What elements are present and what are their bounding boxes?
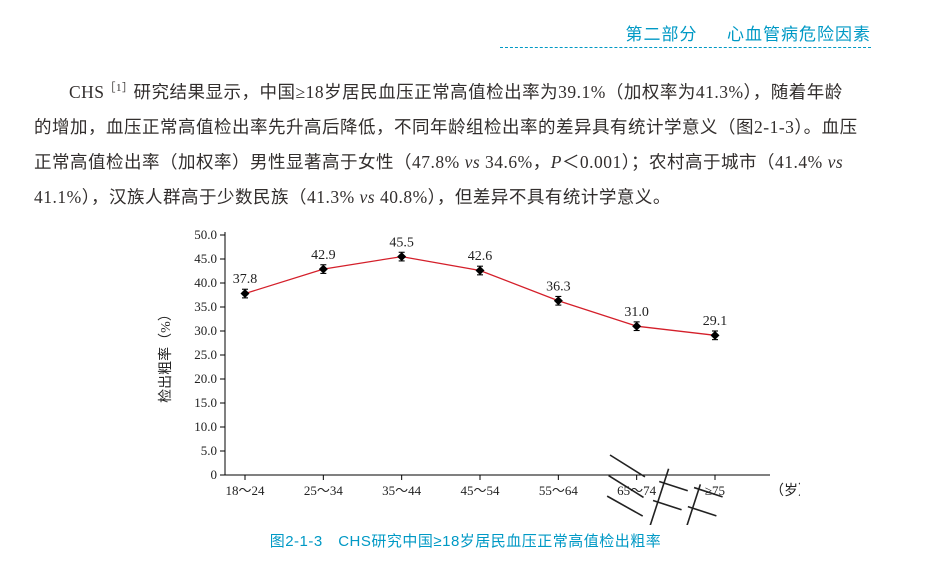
value-label: 37.8 [233,272,258,287]
value-label: 45.5 [389,235,414,250]
series-marker [319,265,328,274]
series-marker [476,266,485,275]
y-tick-label: 5.0 [201,443,217,458]
series-marker [397,252,406,261]
x-tick-label: 35～44 [382,483,422,498]
y-tick-label: 50.0 [194,227,217,242]
section-title: 心血管病危险因素 [727,25,871,44]
value-label: 42.9 [311,248,336,263]
y-tick-label: 10.0 [194,419,217,434]
x-tick-label: 55～64 [539,483,579,498]
y-tick-label: 20.0 [194,371,217,386]
value-label: 31.0 [624,305,649,320]
y-tick-label: 45.0 [194,251,217,266]
para-line4a: 41.1%），汉族人群高于少数民族（41.3% [34,187,360,207]
para-line3c: ＜0.001）；农村高于城市（41.4% [562,152,828,172]
chart-svg: 0 5.0 10.0 15.0 20.0 25.0 30.0 35.0 40.0 45.0 50.0… [140,225,800,525]
body-paragraph: CHS［1］研究结果显示，中国≥18岁居民血压正常高值检出率为39.1%（加权率… [34,75,897,215]
series-marker [711,331,720,340]
y-tick-label: 15.0 [194,395,217,410]
section-header: 第二部分 心血管病危险因素 [626,20,871,45]
value-label: 29.1 [703,314,728,329]
page: 第二部分 心血管病危险因素 CHS［1］研究结果显示，中国≥18岁居民血压正常高… [0,0,931,579]
chart: 0 5.0 10.0 15.0 20.0 25.0 30.0 35.0 40.0 45.0 50.0… [140,225,800,525]
x-tick-label: 25～34 [304,483,344,498]
vs-2: vs [828,152,844,172]
y-axis-label: 检出粗率（%） [157,307,174,403]
para-line1a: 研究结果显示，中国≥18岁居民血压正常高值检出率为39.1%（加权率为41.3%… [134,82,843,102]
value-label: 36.3 [546,279,571,294]
series-marker [241,289,250,298]
y-tick-label: 30.0 [194,323,217,338]
para-line2: 的增加，血压正常高值检出率先升高后降低，不同年龄组检出率的差异具有统计学意义（图… [34,117,858,137]
x-axis-unit: （岁） [770,483,800,499]
chart-caption: 图2-1-3 CHS研究中国≥18岁居民血压正常高值检出粗率 [0,530,931,551]
para-line3a: 正常高值检出率（加权率）男性显著高于女性（47.8% [34,152,465,172]
para-line4b: 40.8%），但差异不具有统计学意义。 [375,187,671,207]
header-rule [500,47,871,48]
para-line3b: 34.6%， [480,152,551,172]
vs-1: vs [465,152,481,172]
reference-marker: ［1］ [105,82,134,94]
x-tick-label: 18～24 [225,483,265,498]
y-tick-label: 35.0 [194,299,217,314]
vs-3: vs [360,187,376,207]
chs-label: CHS [69,82,105,102]
y-tick-label: 40.0 [194,275,217,290]
p-symbol: P [551,152,562,172]
x-tick-label: 45～54 [460,483,500,498]
value-label: 42.6 [468,249,493,264]
series-marker [632,322,641,331]
y-tick-label: 25.0 [194,347,217,362]
y-tick-label: 0 [211,467,218,482]
x-tick-label: ≥75 [705,483,725,498]
section-label: 第二部分 [626,25,698,44]
series-marker [554,296,563,305]
